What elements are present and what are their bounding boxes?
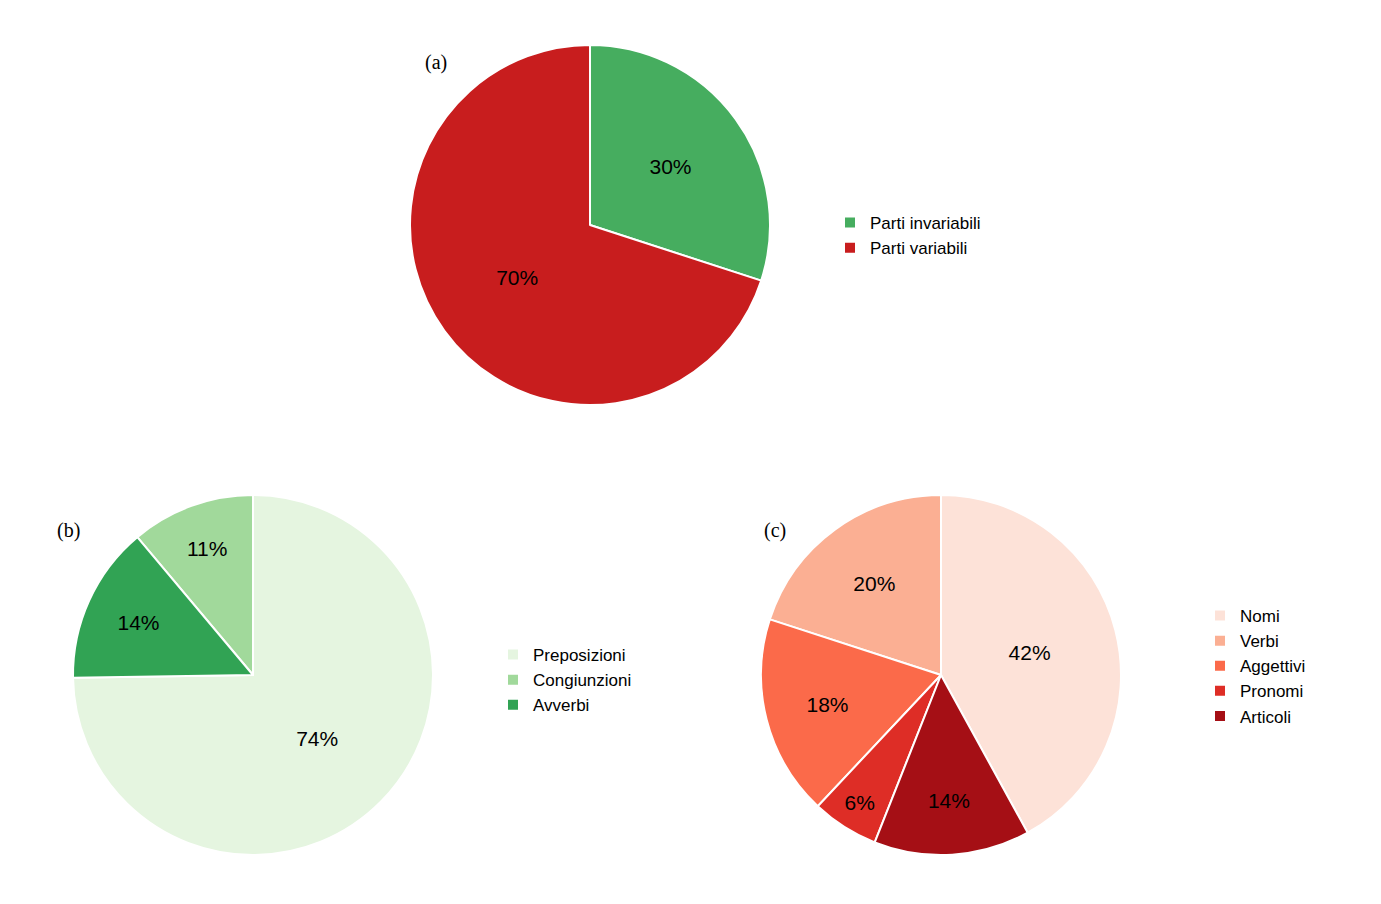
svg-text:Aggettivi: Aggettivi [1240, 657, 1305, 676]
svg-text:Congiunzioni: Congiunzioni [533, 671, 631, 690]
svg-text:Parti invariabili: Parti invariabili [870, 214, 981, 233]
svg-text:14%: 14% [928, 789, 970, 812]
svg-text:Parti variabili: Parti variabili [870, 239, 967, 258]
svg-text:Preposizioni: Preposizioni [533, 646, 626, 665]
svg-text:(b): (b) [57, 519, 80, 542]
svg-text:70%: 70% [496, 266, 538, 289]
svg-text:(a): (a) [425, 51, 447, 74]
svg-text:6%: 6% [845, 791, 875, 814]
svg-text:14%: 14% [117, 611, 159, 634]
svg-text:11%: 11% [187, 537, 227, 560]
svg-text:Nomi: Nomi [1240, 607, 1280, 626]
svg-text:Articoli: Articoli [1240, 708, 1291, 727]
svg-text:42%: 42% [1009, 641, 1051, 664]
svg-text:Pronomi: Pronomi [1240, 682, 1303, 701]
svg-text:18%: 18% [806, 693, 848, 716]
svg-text:30%: 30% [649, 155, 691, 178]
svg-text:Avverbi: Avverbi [533, 696, 589, 715]
svg-text:Verbi: Verbi [1240, 632, 1279, 651]
svg-text:74%: 74% [296, 727, 338, 750]
svg-text:20%: 20% [853, 572, 895, 595]
svg-text:(c): (c) [764, 519, 786, 542]
